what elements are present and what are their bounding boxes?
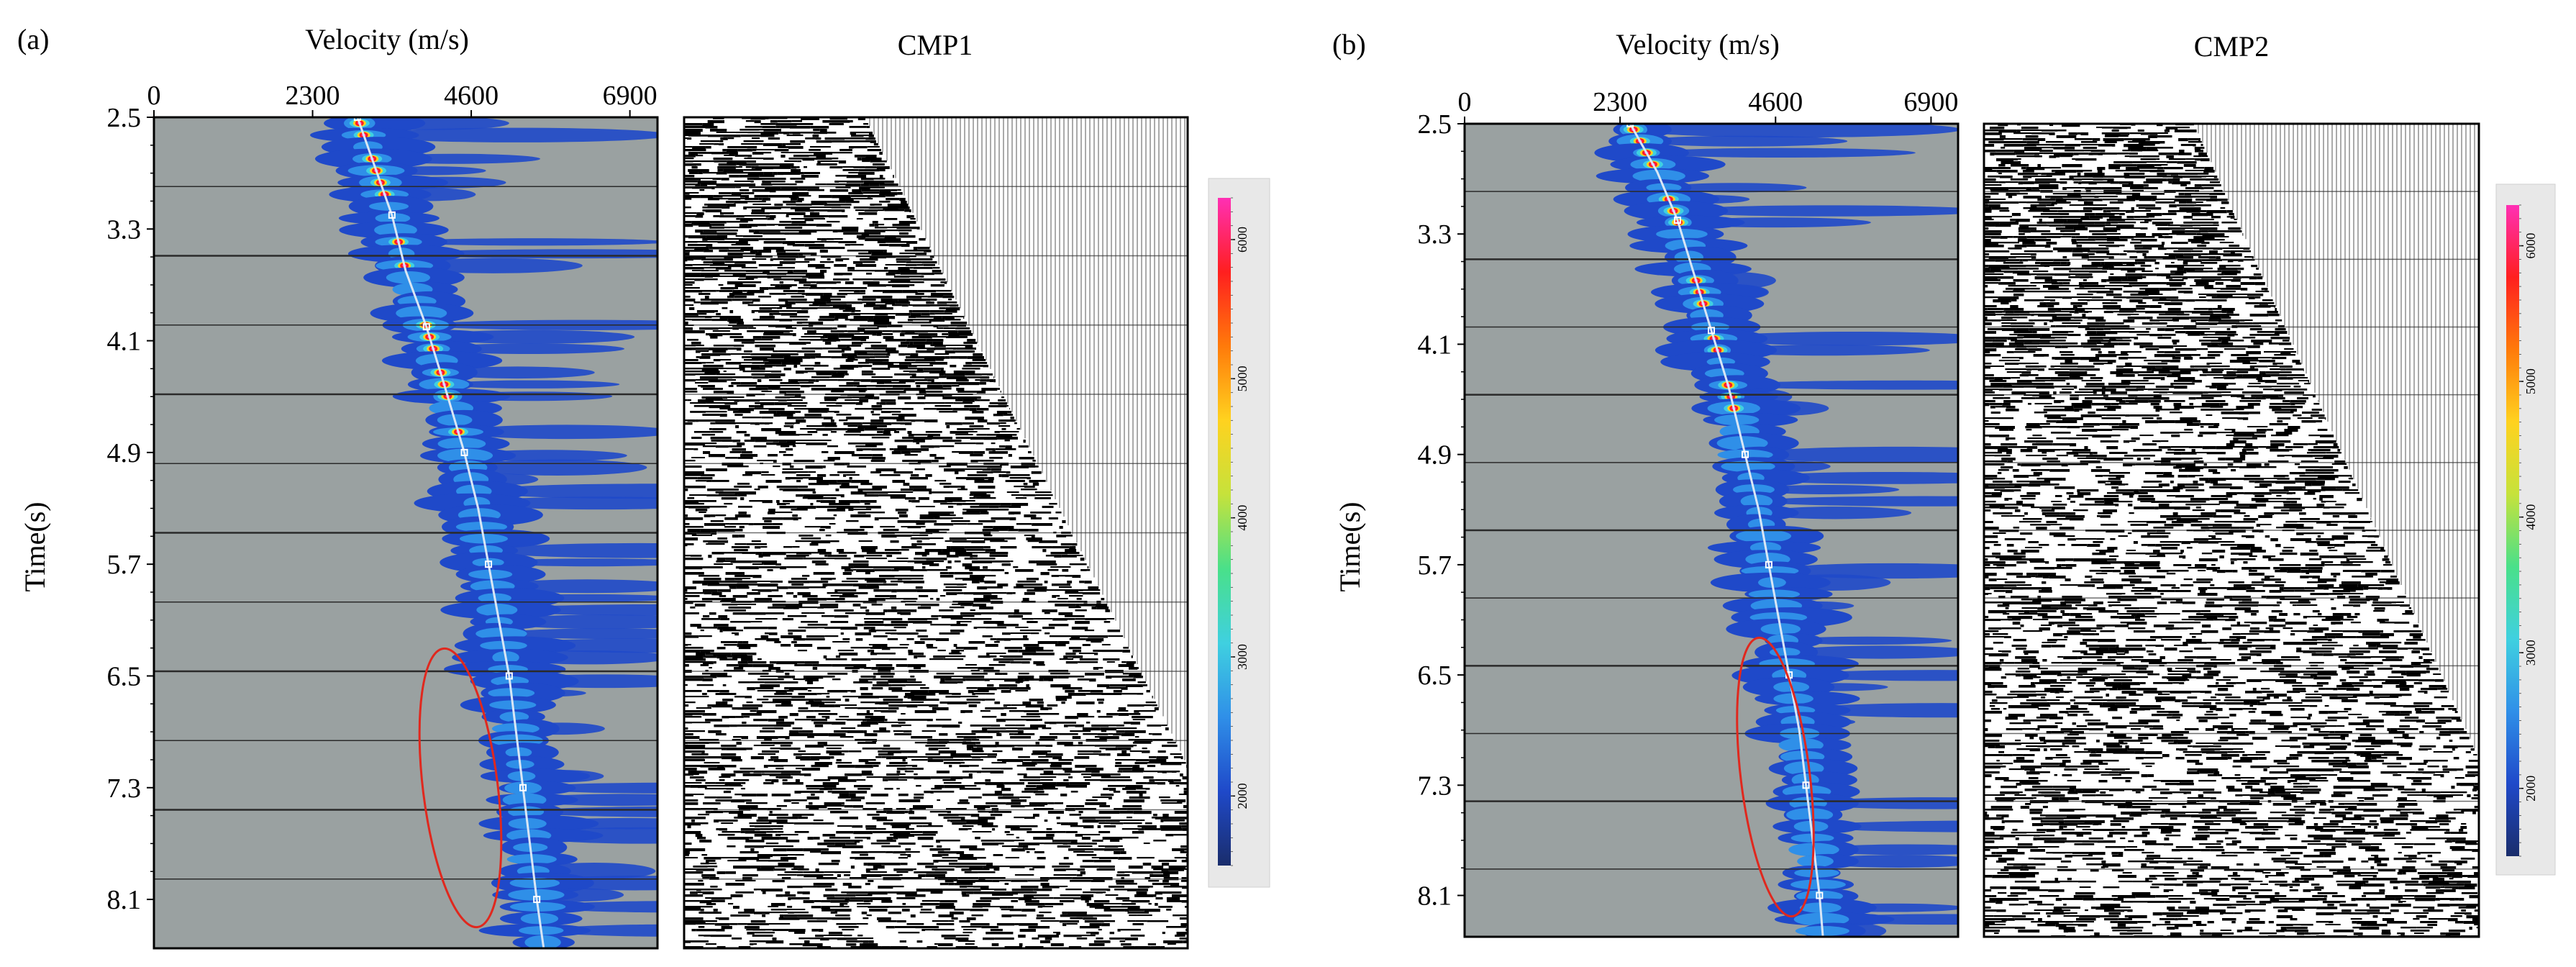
y-tick-label: 7.3	[107, 773, 142, 804]
y-tick-label: 3.3	[107, 214, 142, 245]
pick-point	[519, 784, 527, 791]
gather-title-cmp1: CMP1	[898, 29, 973, 61]
colorbar-tick-label: 6000	[2523, 233, 2538, 259]
pick-point	[533, 896, 541, 904]
y-tick-label: 4.9	[107, 438, 142, 468]
pick-point	[1765, 560, 1772, 568]
colorbar-tick-label: 2000	[1235, 783, 1250, 809]
pick-point	[460, 448, 468, 456]
y-tick-label: 3.3	[1418, 219, 1452, 250]
colorbar-tick-label: 2000	[2523, 776, 2538, 802]
highlight-ellipse	[1736, 636, 1815, 918]
y-tick-label: 2.5	[107, 103, 142, 133]
colorbar-gradient	[2506, 205, 2519, 856]
pick-point	[1802, 781, 1810, 789]
x-tick-label: 6900	[603, 81, 657, 111]
x-tick-label: 2300	[286, 81, 340, 111]
colorbar-tick-label: 3000	[1235, 644, 1250, 670]
cmp2-gather	[1983, 122, 2480, 938]
highlight-ellipse	[418, 647, 503, 929]
pick-point	[1708, 327, 1715, 335]
colorbar-tick-label: 3000	[2523, 640, 2538, 666]
velocity-spectrum-a: 0 2300 4600 6900 2.5 3.3 4.1 4.9 5.7 6.5 7.3 8.1	[107, 81, 659, 950]
y-tick-label: 6.5	[107, 661, 142, 691]
y-axis-title-b: Time(s)	[1334, 501, 1366, 591]
y-tick-label: 8.1	[1418, 881, 1452, 912]
pick-point	[422, 323, 430, 331]
panel-label-a: (a)	[17, 23, 49, 55]
spectrum-frame	[1463, 122, 1960, 938]
colorbar-tick-label: 5000	[1235, 366, 1250, 391]
pick-point	[485, 560, 493, 568]
velocity-spectrum-b: 0 2300 4600 6900 2.5 3.3 4.1 4.9 5.7 6.5 7.3 8.1	[1418, 87, 1960, 938]
colorbar-frame	[2495, 183, 2556, 876]
pick-point	[388, 211, 396, 219]
pick-point	[1674, 217, 1682, 224]
x-axis-title-a: Velocity (m/s)	[305, 23, 469, 55]
panel-label-b: (b)	[1332, 28, 1366, 60]
y-tick-label: 5.7	[107, 550, 142, 580]
gather-frame	[1983, 122, 2480, 938]
colorbar-tick-label: 4000	[2523, 504, 2538, 530]
x-tick-label: 4600	[444, 81, 499, 111]
x-axis-title-b: Velocity (m/s)	[1616, 28, 1780, 60]
y-tick-label: 2.5	[1418, 109, 1452, 140]
x-tick-label: 0	[147, 81, 161, 111]
semblance-energy	[1594, 124, 1958, 937]
colorbar-frame	[1208, 178, 1270, 888]
colorbar-a: 2000 3000 4000 5000 6000	[1208, 178, 1270, 888]
x-tick-label: 0	[1458, 87, 1472, 117]
gather-frame	[683, 116, 1189, 950]
y-tick-label: 8.1	[107, 885, 142, 915]
colorbar-tick-label: 5000	[2523, 368, 2538, 394]
y-axis-title-a: Time(s)	[19, 501, 51, 591]
colorbar-tick-label: 6000	[1235, 227, 1250, 253]
y-tick-label: 4.1	[1418, 330, 1452, 360]
pick-point	[1741, 450, 1749, 458]
colorbar-tick-label: 4000	[1235, 505, 1250, 531]
x-tick-label: 6900	[1903, 87, 1958, 117]
picked-velocity-line	[1629, 123, 1824, 938]
y-tick-label: 6.5	[1418, 660, 1452, 691]
cmp1-gather	[683, 116, 1189, 950]
pick-point	[505, 672, 513, 680]
y-tick-label: 7.3	[1418, 771, 1452, 801]
y-tick-label: 4.1	[107, 327, 142, 357]
y-tick-label: 5.7	[1418, 550, 1452, 581]
colorbar-b: 2000 3000 4000 5000 6000	[2495, 183, 2556, 876]
x-tick-label: 4600	[1748, 87, 1803, 117]
picked-velocity-line	[356, 117, 545, 949]
x-tick-label: 2300	[1593, 87, 1647, 117]
colorbar-gradient	[1218, 198, 1231, 866]
y-tick-label: 4.9	[1418, 440, 1452, 471]
pick-point	[1816, 891, 1824, 899]
spectrum-frame	[153, 116, 659, 950]
gather-title-cmp2: CMP2	[2194, 30, 2270, 63]
